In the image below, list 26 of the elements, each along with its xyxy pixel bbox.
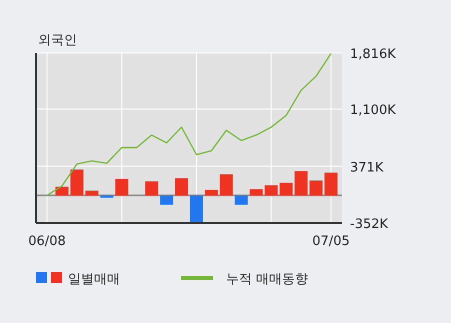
bar: [145, 181, 158, 196]
bar: [204, 190, 218, 196]
bar: [310, 180, 323, 196]
x-tick-label: 07/05: [312, 234, 350, 249]
bar: [190, 195, 203, 222]
bar: [115, 178, 128, 196]
y-tick-label: -352K: [350, 217, 389, 232]
bar: [55, 186, 68, 196]
bar: [85, 190, 98, 196]
line-series: [46, 52, 332, 196]
x-tick-label: 06/08: [28, 234, 66, 249]
bar: [100, 195, 114, 198]
bar: [324, 172, 338, 196]
bar: [160, 195, 174, 205]
bar: [234, 195, 248, 205]
y-tick-label: 1,100K: [350, 103, 396, 118]
bar: [294, 171, 308, 196]
y-tick-label: 1,816K: [350, 47, 396, 62]
chart-title: 외국인: [38, 33, 77, 48]
legend-label: 누적 매매동향: [226, 272, 308, 287]
bar: [70, 170, 84, 196]
bar: [220, 174, 233, 196]
bar: [280, 182, 293, 196]
legend-label: 일별매매: [68, 272, 120, 287]
bar: [175, 178, 188, 196]
y-tick-label: 371K: [350, 160, 384, 176]
